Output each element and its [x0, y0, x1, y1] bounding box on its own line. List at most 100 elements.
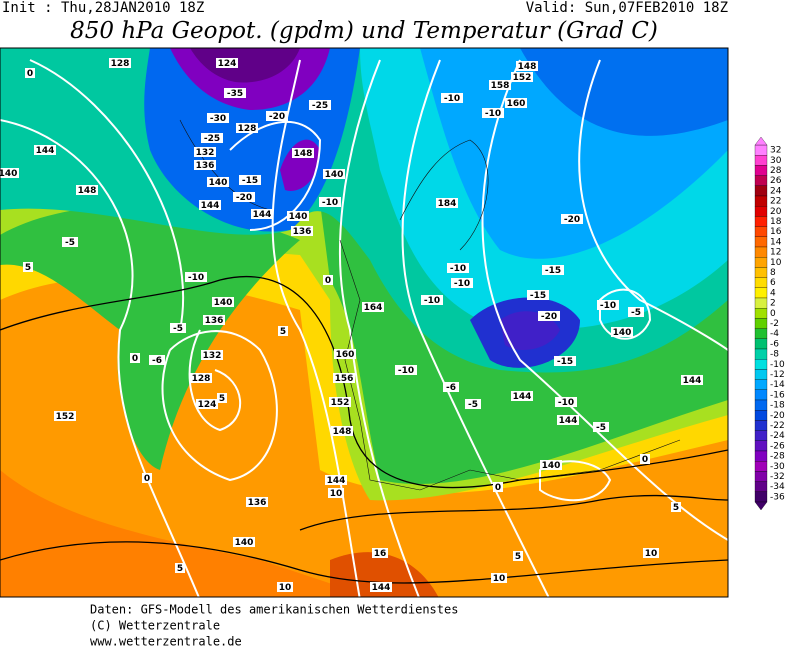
- map-label: 10: [279, 583, 292, 593]
- map-label: 132: [196, 148, 215, 158]
- label-box: [201, 133, 223, 143]
- map-label: -10: [450, 264, 466, 274]
- colorbar-label: 4: [770, 288, 776, 298]
- label-box: [194, 147, 216, 157]
- label-box: [611, 327, 633, 337]
- label-box: [201, 350, 223, 360]
- colorbar-swatch: [754, 195, 768, 207]
- map-label: 5: [25, 263, 31, 273]
- label-box: [277, 582, 293, 592]
- label-box: [170, 323, 186, 333]
- label-box: [203, 315, 225, 325]
- map-label: 144: [327, 476, 346, 486]
- label-box: [325, 475, 347, 485]
- map-label: 140: [325, 170, 344, 180]
- map-label: -15: [557, 357, 573, 367]
- label-box: [643, 548, 659, 558]
- label-box: [207, 177, 229, 187]
- label-box: [199, 200, 221, 210]
- map-label: 128: [192, 374, 211, 384]
- label-box: [194, 160, 216, 170]
- map-label: 160: [507, 99, 526, 109]
- map-label: -10: [558, 398, 574, 408]
- label-box: [511, 391, 533, 401]
- label-box: [370, 582, 392, 592]
- map-label: 148: [333, 427, 352, 437]
- map-label: -10: [424, 296, 440, 306]
- label-box: [493, 482, 503, 492]
- map-label: 0: [495, 483, 501, 493]
- map-label: 140: [0, 169, 17, 179]
- colorbar-swatch: [754, 206, 768, 217]
- map-label: 5: [673, 503, 679, 513]
- colorbar-swatch: [754, 450, 768, 462]
- label-box: [207, 113, 229, 123]
- label-box: [287, 211, 309, 221]
- label-box: [465, 399, 481, 409]
- label-box: [190, 373, 212, 383]
- label-box: [511, 72, 533, 82]
- map-label: -5: [631, 308, 641, 318]
- map-label: 152: [331, 398, 350, 408]
- map-label: 136: [248, 498, 267, 508]
- map-label: -10: [454, 279, 470, 289]
- map-label: -20: [269, 112, 285, 122]
- label-box: [527, 290, 549, 300]
- colorbar-swatch: [754, 410, 768, 421]
- label-box: [640, 454, 650, 464]
- map-label: 136: [205, 316, 224, 326]
- map-label: 164: [364, 303, 383, 313]
- map-label: 10: [330, 489, 343, 499]
- colorbar-label: -14: [770, 380, 785, 390]
- map-label: -5: [468, 400, 478, 410]
- colorbar-swatch: [754, 359, 768, 370]
- colorbar-label: 24: [770, 186, 782, 196]
- label-box: [334, 349, 356, 359]
- label-box: [233, 537, 255, 547]
- map-label: -10: [444, 94, 460, 104]
- colorbar-label: -32: [770, 472, 785, 482]
- map-label: 160: [336, 350, 355, 360]
- label-box: [593, 422, 609, 432]
- colorbar-swatch: [754, 226, 768, 237]
- label-box: [109, 58, 131, 68]
- map-title: 850 hPa Geopot. (gpdm) und Temperatur (G…: [70, 18, 658, 44]
- colorbar-swatch: [754, 389, 768, 401]
- label-box: [447, 263, 469, 273]
- label-box: [149, 355, 165, 365]
- colorbar-swatch: [754, 185, 768, 197]
- colorbar-swatch: [754, 297, 768, 309]
- label-box: [266, 111, 288, 121]
- label-box: [491, 573, 507, 583]
- footer-line: Daten: GFS-Modell des amerikanischen Wet…: [90, 603, 458, 617]
- label-box: [291, 226, 313, 236]
- map-label: 0: [144, 474, 150, 484]
- label-box: [542, 265, 564, 275]
- map-label: 128: [111, 59, 130, 69]
- map-label: 0: [132, 354, 138, 364]
- label-box: [554, 356, 576, 366]
- colorbar-label: 28: [770, 166, 782, 176]
- colorbar-arrow: [754, 501, 768, 511]
- colorbar-swatch: [754, 236, 768, 248]
- colorbar-label: -24: [770, 431, 785, 441]
- label-box: [323, 169, 345, 179]
- colorbar-label: -36: [770, 492, 785, 502]
- label-box: [557, 415, 579, 425]
- label-box: [212, 297, 234, 307]
- colorbar-label: -22: [770, 421, 785, 431]
- map-label: 5: [515, 552, 521, 562]
- label-box: [441, 93, 463, 103]
- colorbar-label: -30: [770, 462, 785, 472]
- colorbar-label: 20: [770, 207, 782, 217]
- label-box: [54, 411, 76, 421]
- map-label: -30: [210, 114, 226, 124]
- map-label: 10: [493, 574, 506, 584]
- colorbar-swatch: [754, 165, 768, 176]
- label-box: [628, 307, 644, 317]
- label-box: [185, 272, 207, 282]
- label-box: [76, 185, 98, 195]
- map-label: -5: [173, 324, 183, 334]
- map-label: 152: [56, 412, 75, 422]
